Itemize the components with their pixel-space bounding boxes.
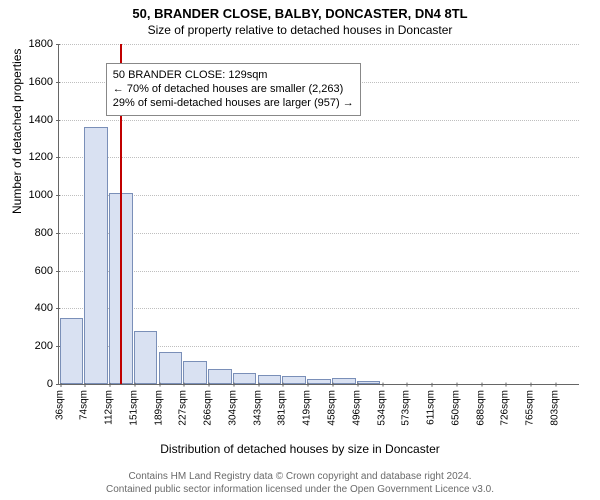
y-tick-label: 1600	[29, 76, 59, 88]
x-tick-label: 343sqm	[252, 384, 263, 426]
chart-container: 50, BRANDER CLOSE, BALBY, DONCASTER, DN4…	[0, 0, 600, 500]
x-tick-label: 496sqm	[351, 384, 362, 426]
x-tick-label: 227sqm	[178, 384, 189, 426]
histogram-bar	[282, 376, 306, 384]
histogram-bar	[159, 352, 183, 384]
y-tick-label: 800	[35, 227, 59, 239]
x-tick-label: 266sqm	[203, 384, 214, 426]
x-tick-label: 189sqm	[153, 384, 164, 426]
histogram-bar	[84, 127, 108, 384]
footer-line-2: Contained public sector information lice…	[0, 483, 600, 496]
x-tick-label: 112sqm	[104, 384, 115, 425]
histogram-bar	[60, 318, 84, 384]
histogram-bar	[183, 361, 207, 384]
gridline	[59, 44, 579, 45]
x-tick-label: 304sqm	[227, 384, 238, 426]
gridline	[59, 233, 579, 234]
annotation-box: 50 BRANDER CLOSE: 129sqm← 70% of detache…	[106, 63, 361, 116]
histogram-bar	[134, 331, 158, 384]
x-tick-label: 36sqm	[54, 384, 65, 420]
x-tick-label: 74sqm	[79, 384, 90, 420]
x-tick-label: 650sqm	[450, 384, 461, 426]
y-tick-label: 600	[35, 265, 59, 277]
gridline	[59, 308, 579, 309]
y-axis-label: Number of detached properties	[10, 49, 24, 214]
y-tick-label: 400	[35, 302, 59, 314]
x-tick-label: 151sqm	[128, 384, 139, 426]
histogram-bar	[233, 373, 257, 384]
gridline	[59, 271, 579, 272]
plot-area: 02004006008001000120014001600180036sqm74…	[58, 44, 579, 385]
annotation-line: ← 70% of detached houses are smaller (2,…	[113, 82, 354, 96]
y-tick-label: 1000	[29, 189, 59, 201]
chart-title: 50, BRANDER CLOSE, BALBY, DONCASTER, DN4…	[0, 0, 600, 21]
footer-line-1: Contains HM Land Registry data © Crown c…	[0, 470, 600, 483]
chart-subtitle: Size of property relative to detached ho…	[0, 21, 600, 37]
footer-attribution: Contains HM Land Registry data © Crown c…	[0, 470, 600, 496]
gridline	[59, 195, 579, 196]
y-tick-label: 1200	[29, 151, 59, 163]
gridline	[59, 157, 579, 158]
annotation-line: 29% of semi-detached houses are larger (…	[113, 96, 354, 110]
x-axis-label: Distribution of detached houses by size …	[0, 442, 600, 456]
gridline	[59, 120, 579, 121]
y-tick-label: 1400	[29, 114, 59, 126]
x-tick-label: 381sqm	[277, 384, 288, 426]
y-tick-label: 200	[35, 340, 59, 352]
x-tick-label: 611sqm	[426, 384, 437, 425]
histogram-bar	[208, 369, 232, 384]
x-tick-label: 726sqm	[500, 384, 511, 426]
histogram-bar	[258, 375, 282, 384]
x-tick-label: 573sqm	[401, 384, 412, 426]
x-tick-label: 765sqm	[525, 384, 536, 426]
y-tick-label: 1800	[29, 38, 59, 50]
x-tick-label: 419sqm	[302, 384, 313, 426]
annotation-line: 50 BRANDER CLOSE: 129sqm	[113, 68, 354, 82]
x-tick-label: 688sqm	[475, 384, 486, 426]
x-tick-label: 803sqm	[549, 384, 560, 426]
x-tick-label: 458sqm	[327, 384, 338, 426]
x-tick-label: 534sqm	[376, 384, 387, 426]
